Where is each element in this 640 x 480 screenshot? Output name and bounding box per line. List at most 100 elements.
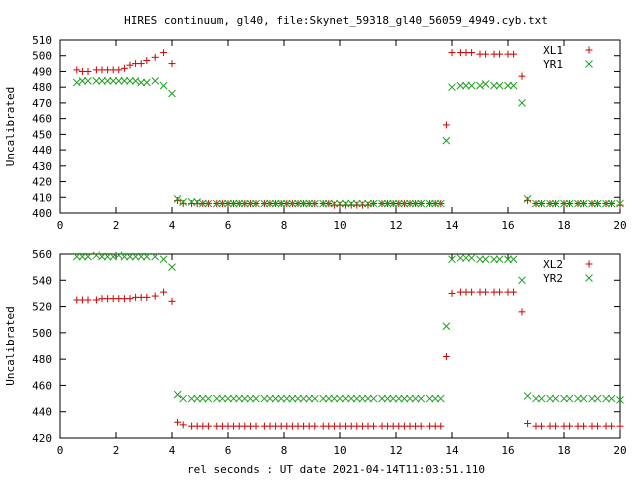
data-point: [114, 77, 123, 85]
data-point: [151, 53, 159, 61]
data-point: [84, 252, 92, 261]
plot-panel-2: 420 440 460 480 500 520 540 560 0 2 4 6 8 10 12 14 16 18 2…: [4, 248, 627, 457]
data-point: [235, 199, 244, 208]
data-point: [347, 394, 356, 403]
legend-marker: [585, 274, 593, 282]
data-point: [198, 199, 207, 208]
data-point: [358, 394, 367, 403]
data-point: [436, 394, 445, 403]
data-point: [310, 199, 319, 208]
data-point: [347, 199, 356, 208]
y-tick-label: 490: [32, 65, 52, 78]
data-point: [266, 394, 274, 403]
data-point: [532, 394, 540, 403]
data-point: [400, 394, 409, 403]
data-point: [358, 199, 367, 208]
data-point: [394, 394, 403, 403]
data-point: [462, 81, 470, 90]
data-point: [294, 394, 302, 403]
data-point: [602, 394, 610, 403]
x-tick-label: 20: [613, 219, 626, 232]
chart-title: HIRES continuum, gl40, file:Skynet_59318…: [124, 14, 548, 27]
data-point: [546, 199, 554, 208]
data-point: [389, 394, 398, 403]
data-point: [437, 422, 445, 430]
data-point: [137, 252, 146, 261]
data-point: [436, 199, 445, 208]
legend-marker: [585, 260, 593, 268]
data-point: [120, 77, 129, 85]
data-point: [319, 394, 328, 403]
data-point: [120, 64, 128, 72]
data-point: [467, 254, 476, 262]
data-point: [324, 199, 333, 208]
data-point: [103, 252, 112, 261]
data-point: [574, 394, 582, 403]
y-tick-label: 500: [32, 50, 52, 63]
data-point: [518, 276, 526, 285]
series-XL2: [73, 288, 624, 430]
data-point: [277, 394, 286, 403]
data-point: [383, 199, 392, 208]
x-tick-label: 20: [613, 444, 626, 457]
data-point: [456, 254, 465, 262]
data-point: [92, 296, 100, 304]
data-point: [518, 99, 526, 107]
y-tick-label: 480: [32, 81, 52, 94]
data-point: [187, 394, 196, 403]
data-point: [607, 199, 616, 208]
data-point: [299, 394, 308, 403]
data-point: [616, 396, 624, 404]
data-point: [532, 199, 540, 208]
x-tick-label: 16: [501, 444, 514, 457]
data-point: [509, 81, 518, 90]
data-point: [160, 49, 168, 57]
data-point: [518, 72, 526, 80]
data-point: [204, 394, 213, 403]
data-point: [538, 422, 546, 430]
data-point: [260, 199, 269, 208]
data-point: [120, 252, 129, 261]
data-point: [565, 199, 574, 208]
x-tick-label: 14: [445, 219, 459, 232]
data-point: [246, 394, 255, 403]
data-point: [417, 394, 426, 403]
data-point: [552, 422, 560, 430]
data-point: [72, 78, 81, 87]
data-point: [448, 49, 456, 57]
data-point: [383, 394, 392, 403]
data-point: [378, 394, 386, 403]
data-point: [142, 78, 151, 87]
data-point: [442, 322, 451, 331]
x-tick-label: 16: [501, 219, 514, 232]
data-point: [126, 252, 134, 261]
data-point: [126, 295, 134, 303]
data-point: [109, 77, 118, 85]
data-point: [229, 199, 238, 208]
data-point: [305, 394, 314, 403]
data-point: [73, 66, 81, 74]
plot-frame: [59, 253, 621, 439]
data-point: [389, 199, 398, 208]
y-tick-label: 420: [32, 176, 52, 189]
data-point: [560, 394, 568, 403]
series-YR1: [72, 77, 624, 208]
data-point: [448, 83, 456, 92]
data-point: [394, 199, 403, 208]
data-point: [369, 199, 378, 208]
data-point: [294, 199, 302, 208]
data-point: [510, 288, 518, 296]
x-tick-label: 10: [333, 219, 346, 232]
data-point: [98, 252, 106, 261]
data-point: [266, 199, 274, 208]
data-point: [482, 288, 490, 296]
data-point: [311, 422, 319, 430]
y-tick-label: 430: [32, 160, 52, 173]
data-point: [173, 194, 182, 203]
data-point: [616, 201, 624, 209]
y-tick-label: 470: [32, 97, 52, 110]
data-point: [78, 77, 87, 85]
data-point: [594, 422, 602, 430]
data-point: [616, 199, 624, 208]
data-point: [579, 199, 588, 208]
